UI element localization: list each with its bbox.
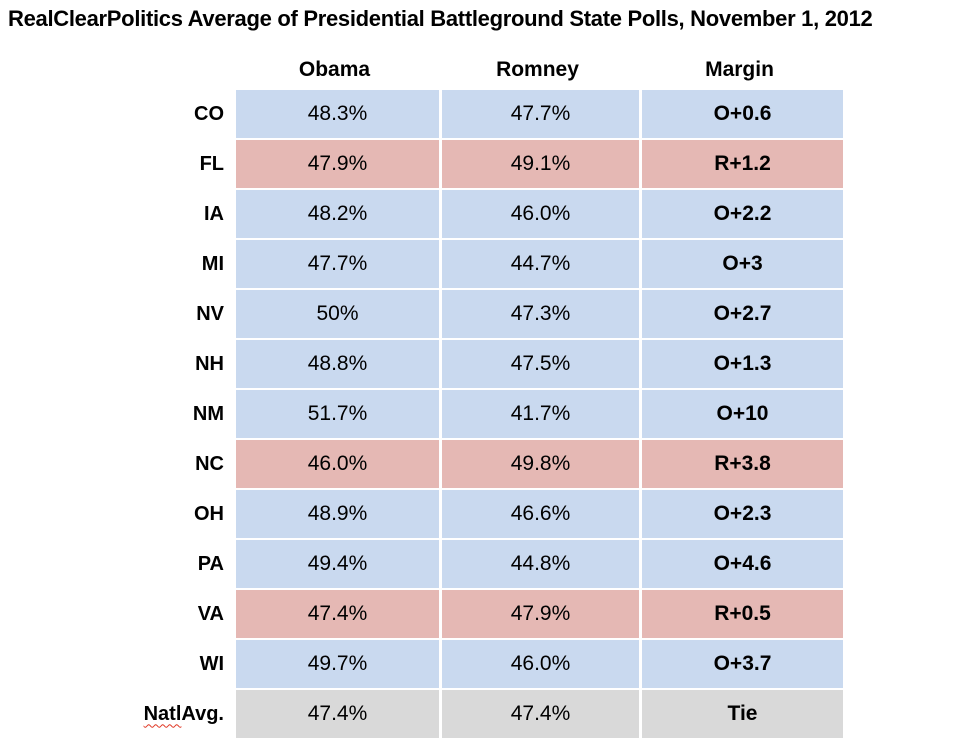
romney-value: 49.8% <box>442 440 639 488</box>
column-header-obama: Obama <box>298 58 371 81</box>
polls-table: CO 48.3% 47.7% O+0.6 FL 47.9% 49.1% R+1.… <box>0 90 843 738</box>
romney-value: 46.6% <box>442 490 639 538</box>
romney-value: 47.9% <box>442 590 639 638</box>
romney-value: 44.7% <box>442 240 639 288</box>
state-label: OH <box>194 502 224 525</box>
state-label: NH <box>195 352 224 375</box>
margin-value: O+1.3 <box>642 340 843 388</box>
table-header: Obama Romney Margin <box>0 55 841 85</box>
obama-value: 49.7% <box>236 640 439 688</box>
romney-value: 44.8% <box>442 540 639 588</box>
margin-value: Tie <box>642 690 843 738</box>
margin-value: O+10 <box>642 390 843 438</box>
column-header-margin: Margin <box>705 58 774 81</box>
obama-value: 47.4% <box>236 590 439 638</box>
obama-value: 46.0% <box>236 440 439 488</box>
obama-value: 49.4% <box>236 540 439 588</box>
state-label: VA <box>197 602 224 625</box>
margin-value: O+3 <box>642 240 843 288</box>
obama-value: 50% <box>236 290 439 338</box>
margin-value: O+4.6 <box>642 540 843 588</box>
state-label: CO <box>194 102 224 125</box>
romney-value: 47.4% <box>442 690 639 738</box>
obama-value: 48.8% <box>236 340 439 388</box>
margin-value: O+2.7 <box>642 290 843 338</box>
margin-value: O+3.7 <box>642 640 843 688</box>
romney-value: 47.3% <box>442 290 639 338</box>
state-label: MI <box>201 252 224 275</box>
romney-value: 46.0% <box>442 190 639 238</box>
romney-value: 46.0% <box>442 640 639 688</box>
spellcheck-underlined-word: Natl <box>143 702 182 725</box>
obama-value: 47.9% <box>236 140 439 188</box>
obama-value: 48.9% <box>236 490 439 538</box>
obama-value: 48.2% <box>236 190 439 238</box>
margin-value: O+2.2 <box>642 190 843 238</box>
margin-value: R+0.5 <box>642 590 843 638</box>
state-label: NC <box>195 452 224 475</box>
romney-value: 41.7% <box>442 390 639 438</box>
state-label: NM <box>192 402 224 425</box>
state-label: Natl Avg. <box>143 702 224 725</box>
state-label: NV <box>196 302 224 325</box>
page-title: RealClearPolitics Average of Presidentia… <box>8 6 873 31</box>
state-label: PA <box>197 552 224 575</box>
column-header-romney: Romney <box>496 58 579 81</box>
margin-value: O+0.6 <box>642 90 843 138</box>
romney-value: 49.1% <box>442 140 639 188</box>
margin-value: R+1.2 <box>642 140 843 188</box>
obama-value: 47.4% <box>236 690 439 738</box>
margin-value: R+3.8 <box>642 440 843 488</box>
obama-value: 51.7% <box>236 390 439 438</box>
state-label: WI <box>199 652 224 675</box>
state-label: FL <box>199 152 224 175</box>
romney-value: 47.7% <box>442 90 639 138</box>
obama-value: 48.3% <box>236 90 439 138</box>
romney-value: 47.5% <box>442 340 639 388</box>
obama-value: 47.7% <box>236 240 439 288</box>
margin-value: O+2.3 <box>642 490 843 538</box>
state-label: IA <box>204 202 224 225</box>
